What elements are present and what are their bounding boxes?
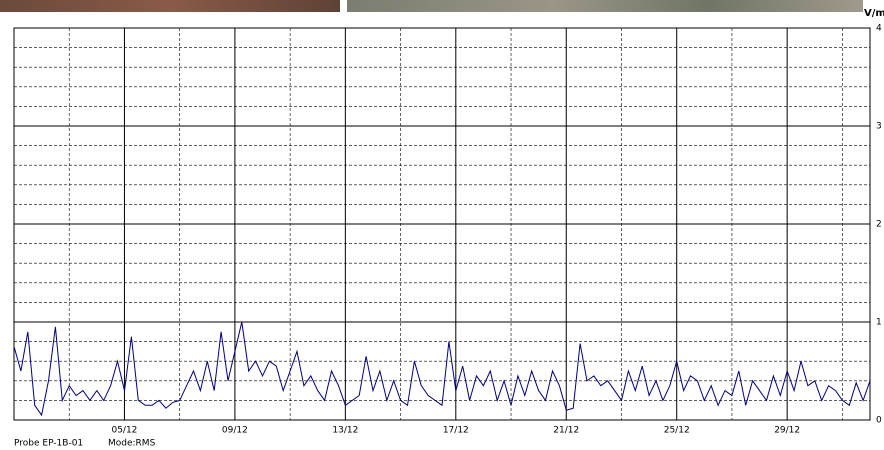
x-tick-label: 21/12 (553, 426, 579, 436)
x-tick-label: 25/12 (664, 426, 690, 436)
photo-strip (0, 0, 340, 12)
x-tick-label: 29/12 (774, 426, 800, 436)
y-tick-label: 1 (876, 318, 882, 328)
y-tick-label: 3 (876, 122, 882, 132)
x-tick-label: 13/12 (332, 426, 358, 436)
y-tick-label: 2 (876, 220, 882, 230)
probe-label: Probe EP-1B-01 (14, 439, 83, 449)
mode-label: Mode:RMS (108, 439, 156, 449)
data-line (13, 321, 871, 417)
x-tick-label: 09/12 (222, 426, 248, 436)
photo-strip (347, 0, 863, 12)
y-unit: V/m (864, 8, 884, 19)
x-tick-label: 17/12 (443, 426, 469, 436)
y-tick-label: 0 (876, 416, 882, 426)
y-tick-label: 4 (876, 24, 882, 34)
x-tick-label: 05/12 (111, 426, 137, 436)
